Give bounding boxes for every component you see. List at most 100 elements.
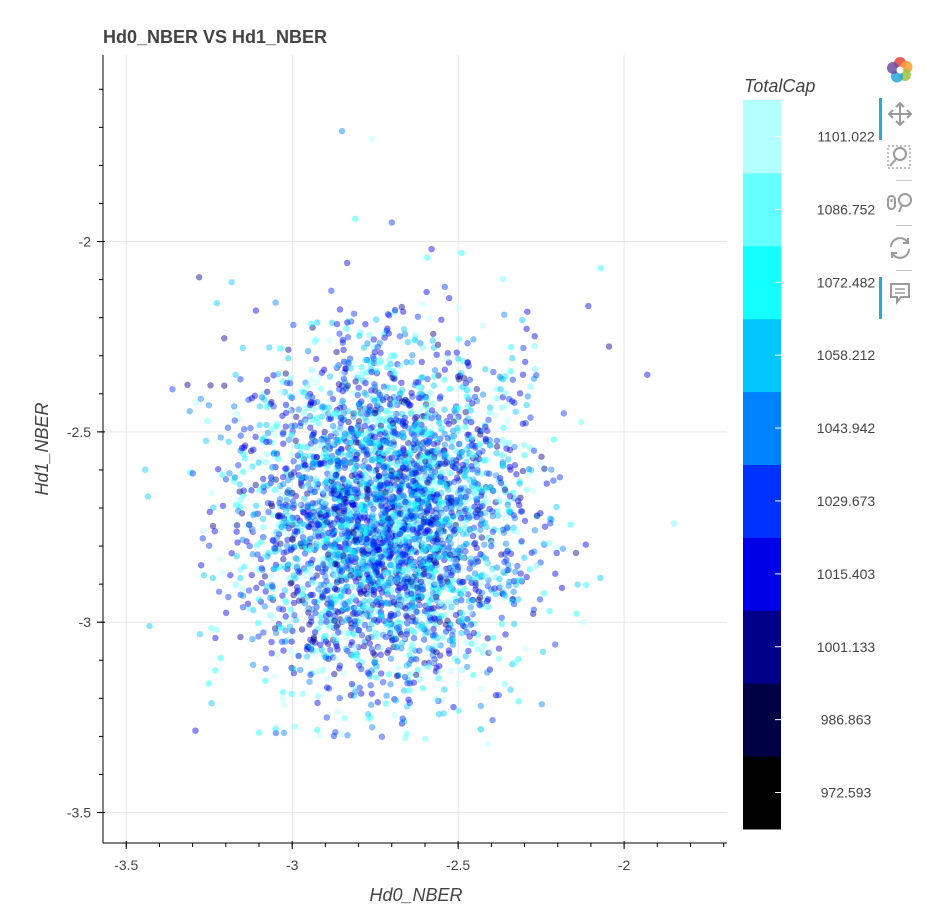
data-point-1178[interactable] [356, 404, 364, 411]
data-point-906[interactable] [363, 417, 371, 425]
data-point-78[interactable] [350, 630, 357, 637]
data-point-781[interactable] [295, 471, 303, 479]
data-point-542[interactable] [415, 453, 422, 460]
data-point-1029[interactable] [353, 474, 361, 482]
data-point-1119[interactable] [386, 552, 393, 560]
data-point-3779[interactable] [399, 464, 407, 472]
data-point-921[interactable] [321, 516, 328, 524]
data-point-191[interactable] [316, 595, 324, 603]
data-point-3049[interactable] [427, 605, 435, 613]
data-point-3320[interactable] [352, 578, 360, 585]
data-point-753[interactable] [331, 561, 339, 568]
data-point-2795[interactable] [468, 526, 475, 534]
data-point-823[interactable] [346, 511, 353, 518]
data-point-804[interactable] [505, 578, 513, 586]
data-point-416[interactable] [282, 522, 290, 529]
data-point-3469[interactable] [423, 509, 431, 517]
data-point-475[interactable] [423, 475, 430, 482]
data-point-766[interactable] [351, 617, 359, 625]
data-point-3214[interactable] [507, 367, 515, 375]
data-point-59[interactable] [372, 467, 380, 475]
data-point-841[interactable] [378, 513, 386, 521]
data-point-742[interactable] [309, 457, 317, 465]
data-point-3933[interactable] [403, 630, 411, 638]
data-point-2949[interactable] [489, 716, 496, 724]
data-point-443[interactable] [403, 358, 410, 366]
data-point-350[interactable] [412, 595, 419, 602]
data-point-757[interactable] [282, 409, 290, 417]
data-point-3048[interactable] [255, 459, 262, 467]
data-point-621[interactable] [450, 527, 457, 535]
data-point-3397[interactable] [226, 469, 233, 477]
data-point-3346[interactable] [355, 400, 363, 408]
data-point-3478[interactable] [332, 728, 339, 736]
data-point-3814[interactable] [404, 500, 412, 508]
data-point-3120[interactable] [451, 486, 459, 494]
data-point-3551[interactable] [240, 425, 248, 433]
data-point-771[interactable] [490, 368, 497, 376]
data-point-213[interactable] [313, 484, 321, 491]
data-point-911[interactable] [378, 417, 386, 424]
data-point-1702[interactable] [249, 550, 256, 558]
data-point-1047[interactable] [429, 400, 437, 407]
data-point-1078[interactable] [360, 512, 368, 519]
data-point-1229[interactable] [368, 467, 376, 475]
data-point-1276[interactable] [395, 567, 403, 574]
data-point-1028[interactable] [365, 574, 373, 582]
data-point-948[interactable] [358, 430, 366, 437]
data-point-3944[interactable] [375, 546, 383, 554]
data-point-3484[interactable] [384, 310, 392, 318]
data-point-174[interactable] [439, 522, 446, 530]
data-point-1182[interactable] [385, 521, 393, 529]
data-point-699[interactable] [270, 403, 277, 410]
data-point-2522[interactable] [354, 391, 362, 399]
data-point-3926[interactable] [425, 535, 433, 543]
data-point-955[interactable] [414, 439, 421, 447]
data-point-1247[interactable] [380, 534, 388, 541]
data-point-3379[interactable] [384, 600, 392, 608]
data-point-1214[interactable] [350, 467, 357, 475]
data-point-1154[interactable] [435, 472, 443, 480]
data-point-454[interactable] [469, 610, 476, 618]
data-point-3293[interactable] [345, 359, 352, 367]
data-point-807[interactable] [438, 426, 445, 434]
data-point-1743[interactable] [350, 310, 358, 318]
data-point-1227[interactable] [388, 541, 396, 548]
data-point-819[interactable] [397, 418, 405, 426]
data-point-3909[interactable] [434, 446, 441, 453]
data-point-92[interactable] [450, 499, 458, 507]
data-point-2129[interactable] [283, 530, 290, 538]
data-point-644[interactable] [420, 484, 428, 492]
data-point-184[interactable] [422, 589, 430, 597]
data-point-151[interactable] [352, 555, 360, 562]
data-point-2760[interactable] [230, 403, 238, 410]
data-point-169[interactable] [283, 470, 291, 478]
data-point-1208[interactable] [394, 671, 402, 679]
data-point-129[interactable] [380, 543, 388, 551]
data-point-1185[interactable] [389, 621, 397, 629]
data-point-3648[interactable] [300, 409, 308, 416]
data-point-266[interactable] [341, 505, 348, 513]
data-point-3084[interactable] [371, 397, 378, 405]
data-point-3640[interactable] [290, 504, 297, 512]
data-point-999[interactable] [195, 273, 203, 281]
data-point-2447[interactable] [272, 725, 279, 733]
data-point-756[interactable] [284, 561, 292, 569]
data-point-1048[interactable] [421, 475, 428, 483]
data-point-1267[interactable] [425, 503, 433, 511]
data-point-1681[interactable] [313, 414, 321, 422]
data-point-3612[interactable] [364, 577, 372, 584]
data-point-3591[interactable] [339, 476, 347, 483]
data-point-345[interactable] [282, 423, 290, 430]
data-point-3664[interactable] [407, 559, 415, 566]
data-point-136[interactable] [477, 602, 485, 610]
data-point-3118[interactable] [437, 600, 444, 607]
data-point-3681[interactable] [358, 534, 366, 542]
data-point-1037[interactable] [416, 517, 424, 525]
data-point-822[interactable] [417, 484, 425, 492]
data-point-3577[interactable] [441, 460, 449, 468]
data-point-1099[interactable] [343, 647, 351, 655]
data-point-57[interactable] [351, 688, 359, 696]
data-point-390[interactable] [364, 340, 371, 347]
data-point-665[interactable] [379, 631, 387, 639]
